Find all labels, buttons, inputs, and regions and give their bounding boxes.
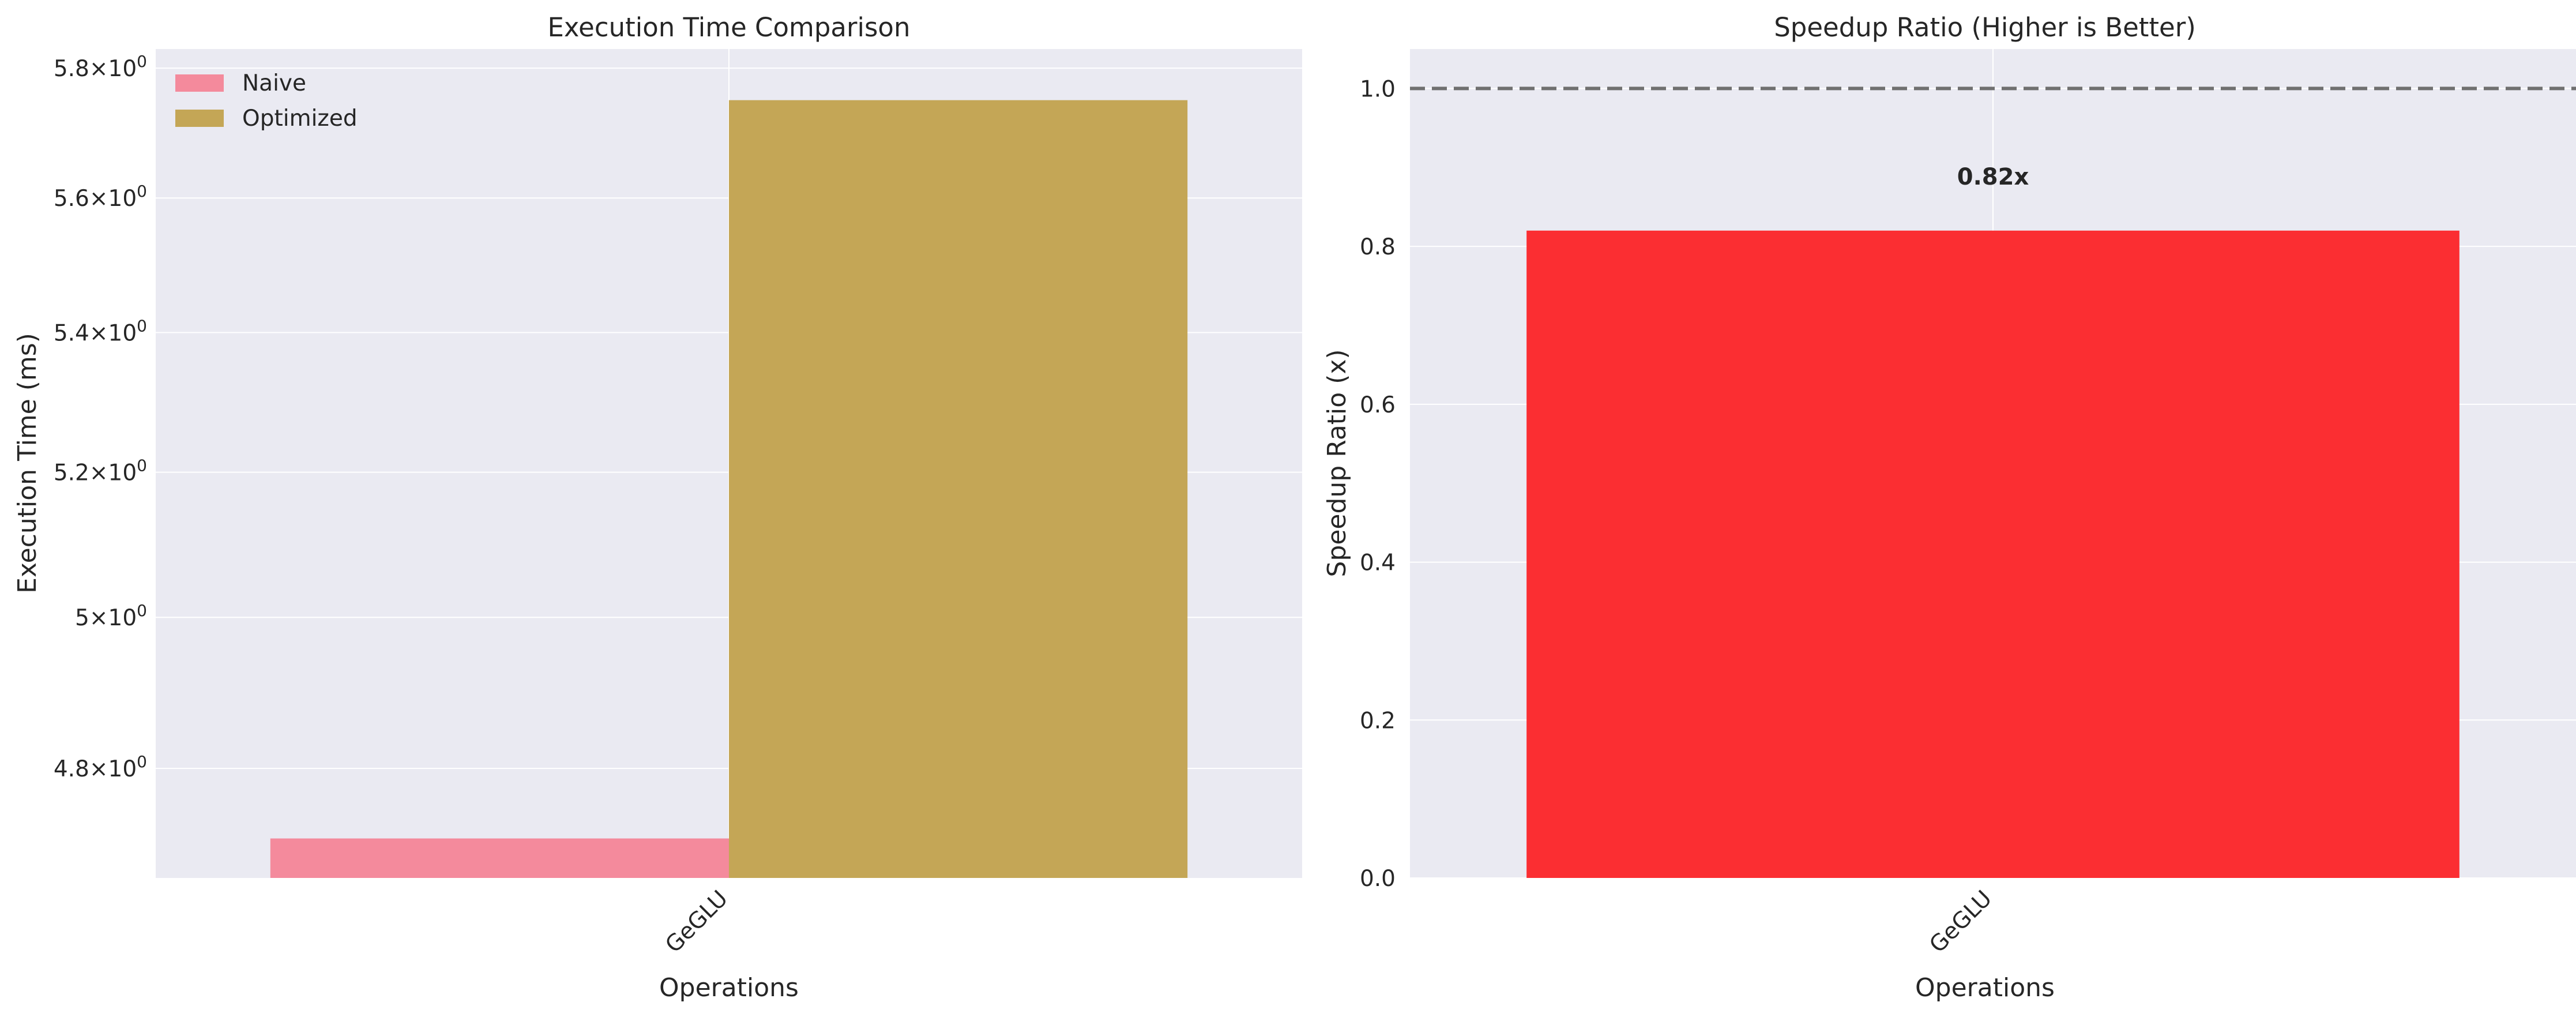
execution-time-chart: 4.8×100 5×100 5.2×100 5.4×100 5.6×100 5.8×100… (13, 12, 1302, 1003)
x-tick-label: GeGLU (1924, 885, 1997, 958)
execution-time-legend: Naive Optimized (175, 70, 358, 132)
legend-swatch-naive (175, 74, 224, 92)
speedup-ratio-title: Speedup Ratio (Higher is Better) (1774, 12, 2196, 43)
execution-time-x-axis-label: Operations (659, 973, 799, 1003)
bar-speedup (1526, 230, 2460, 878)
y-tick-label: 5.4×100 (54, 317, 147, 347)
speedup-ratio-x-axis-label: Operations (1915, 973, 2055, 1003)
y-tick-label: 0.8 (1360, 234, 1396, 260)
bar-naive (270, 838, 729, 878)
bar-optimized (729, 100, 1188, 879)
speedup-ratio-chart: 0.0 0.2 0.4 0.6 0.8 1.0 GeGLU 0.82x Speedup R… (1322, 12, 2576, 1003)
legend-swatch-optimized (175, 110, 224, 127)
y-tick-label: 5.6×100 (54, 182, 147, 212)
speedup-ratio-data-labels: 0.82x (1957, 164, 2029, 190)
legend-label-optimized: Optimized (242, 106, 358, 132)
speedup-ratio-y-axis-label: Speedup Ratio (x) (1322, 349, 1352, 577)
y-tick-label: 5.8×100 (54, 52, 147, 82)
x-tick-label: GeGLU (660, 885, 733, 958)
y-tick-label: 0.4 (1360, 550, 1396, 576)
y-tick-label: 5.2×100 (54, 456, 147, 486)
speedup-ratio-bars (1526, 230, 2460, 878)
y-tick-label: 5×100 (75, 601, 147, 631)
y-tick-label: 4.8×100 (54, 752, 147, 782)
execution-time-title: Execution Time Comparison (548, 12, 911, 43)
y-tick-label: 0.2 (1360, 708, 1396, 734)
execution-time-y-axis-label: Execution Time (ms) (13, 333, 42, 594)
y-tick-label: 0.6 (1360, 392, 1396, 418)
y-tick-label: 1.0 (1360, 76, 1396, 102)
y-tick-label: 0.0 (1360, 866, 1396, 892)
speedup-ratio-x-ticks: GeGLU (1924, 885, 1997, 958)
execution-time-x-ticks: GeGLU (660, 885, 733, 958)
legend-label-naive: Naive (242, 70, 306, 96)
speedup-ratio-y-ticks: 0.0 0.2 0.4 0.6 0.8 1.0 (1360, 76, 1396, 892)
execution-time-y-ticks: 4.8×100 5×100 5.2×100 5.4×100 5.6×100 5.8×100 (54, 52, 147, 782)
data-label: 0.82x (1957, 164, 2029, 190)
execution-time-bars (270, 100, 1188, 879)
